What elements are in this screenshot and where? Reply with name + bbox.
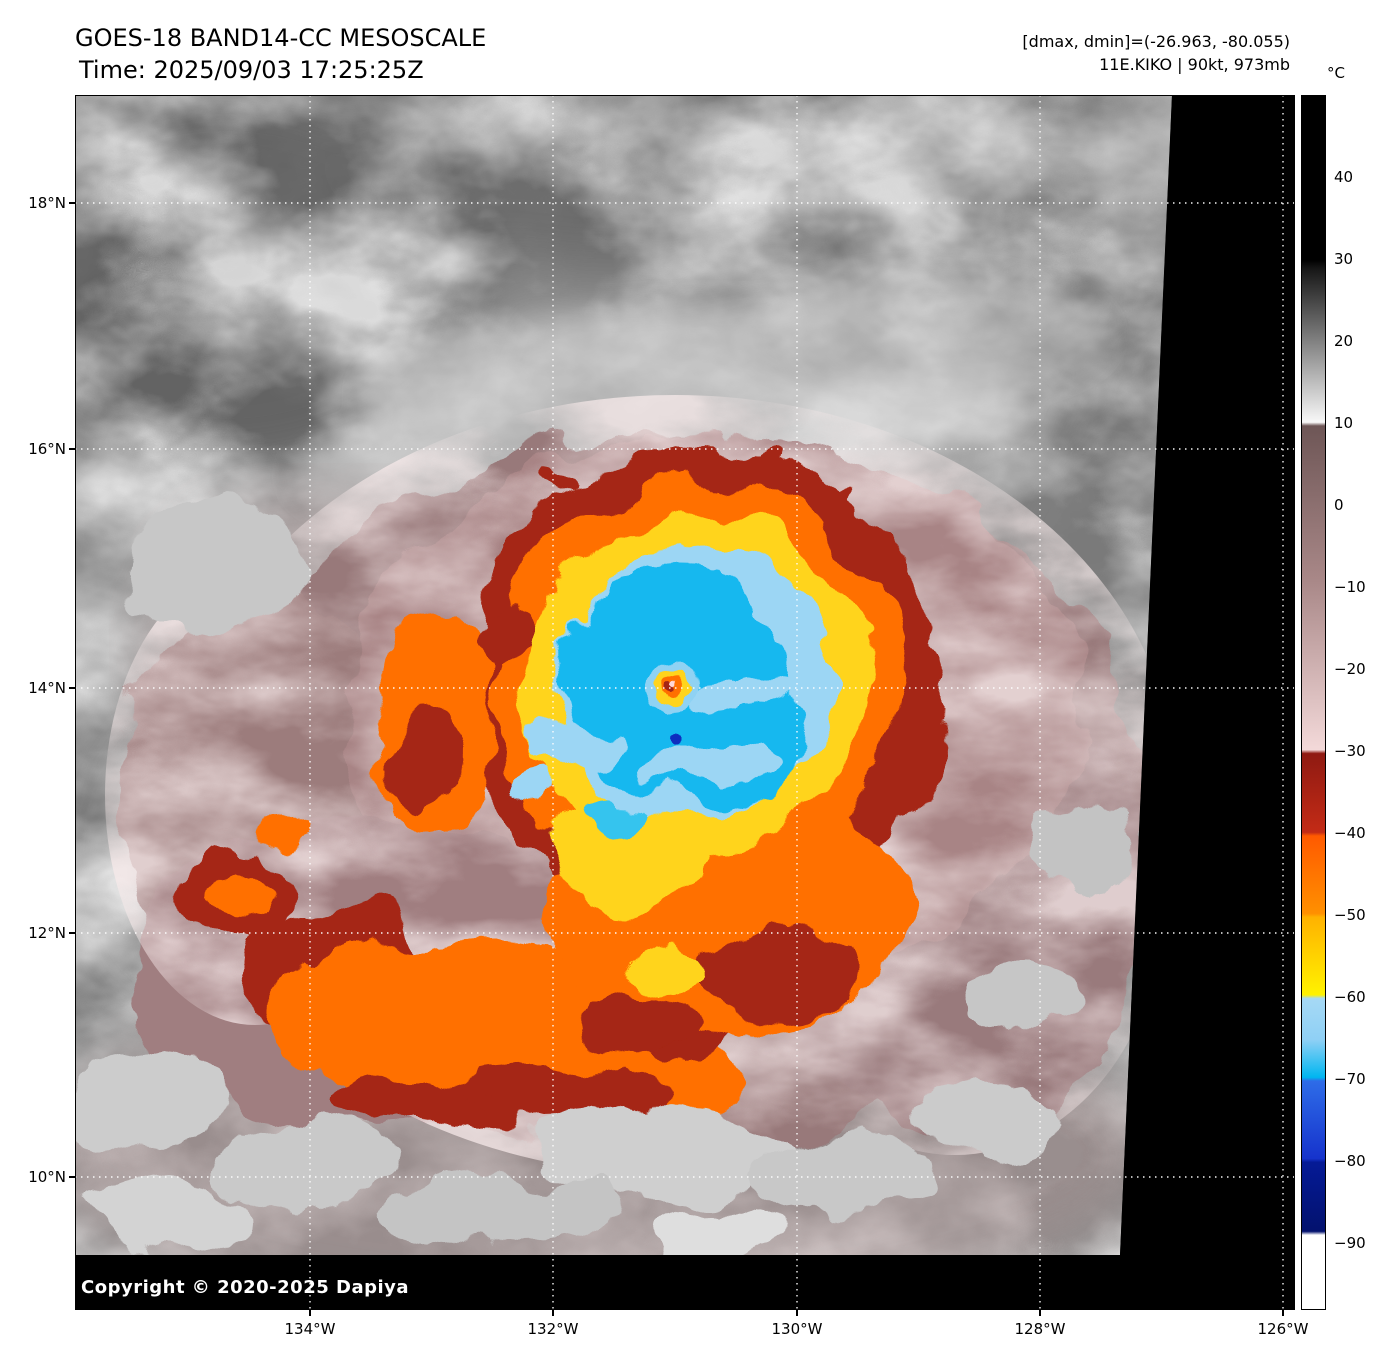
lat-label-10n: 10°N [28,1168,66,1186]
axis-tick-134w [309,1310,311,1316]
lon-label-132w: 132°W [527,1320,579,1338]
copyright-label: Copyright © 2020-2025 Dapiya [81,1277,410,1298]
colorbar-tick-30: 30 [1334,250,1354,268]
colorbar-tick-m70: −70 [1334,1070,1366,1088]
low-cloud-patches [75,500,1133,1255]
colorbar-tick-m90: −90 [1334,1234,1366,1252]
coldest-pixel-dot [668,734,682,748]
lat-label-14n: 14°N [28,679,66,697]
colorbar-tick-0: 0 [1334,496,1344,514]
lon-label-126w: 126°W [1257,1320,1309,1338]
axis-tick-14n [69,687,75,689]
map-frame [75,95,1295,1310]
colorbar-tick-20: 20 [1334,332,1354,350]
axis-tick-10n [69,1176,75,1178]
lat-label-16n: 16°N [28,440,66,458]
colorbar-tick-m80: −80 [1334,1152,1366,1170]
hurricane-eye [646,661,698,713]
axis-tick-126w [1282,1310,1284,1316]
axis-tick-18n [69,202,75,204]
info-block: [dmax, dmin]=(-26.963, -80.055) 11E.KIKO… [790,30,1290,76]
colorbar-tick-m50: −50 [1334,906,1366,924]
colorbar-tick-10: 10 [1334,414,1354,432]
storm-readout: 11E.KIKO | 90kt, 973mb [1099,55,1290,74]
lon-label-128w: 128°W [1014,1320,1066,1338]
lat-label-18n: 18°N [28,194,66,212]
axis-tick-12n [69,932,75,934]
colorbar-tick-m40: −40 [1334,824,1366,842]
colorbar-unit-label: °C [1327,64,1345,82]
colorbar-tick-m30: −30 [1334,742,1366,760]
lat-label-12n: 12°N [28,924,66,942]
off-scan-black-region [75,95,1295,1310]
eyewall-rings [375,445,941,1055]
colorbar-tick-m60: −60 [1334,988,1366,1006]
colorbar [1301,95,1326,1310]
colorbar-tick-m10: −10 [1334,578,1366,596]
satellite-data-region [75,95,1172,1255]
title-block: GOES-18 BAND14-CC MESOSCALE Time: 2025/0… [75,22,486,86]
figure-title: GOES-18 BAND14-CC MESOSCALE [75,24,487,52]
axis-tick-128w [1039,1310,1041,1316]
satellite-image [75,95,1295,1310]
axis-tick-130w [796,1310,798,1316]
colorbar-tick-40: 40 [1334,168,1354,186]
colorbar-tick-m20: −20 [1334,660,1366,678]
graticule [75,95,1295,1310]
axis-tick-16n [69,448,75,450]
satellite-map: Copyright © 2020-2025 Dapiya [75,95,1295,1310]
figure-timestamp: Time: 2025/09/03 17:25:25Z [79,56,424,84]
lon-label-130w: 130°W [771,1320,823,1338]
lon-label-134w: 134°W [284,1320,336,1338]
axis-tick-132w [552,1310,554,1316]
dmax-dmin-readout: [dmax, dmin]=(-26.963, -80.055) [1022,32,1290,51]
